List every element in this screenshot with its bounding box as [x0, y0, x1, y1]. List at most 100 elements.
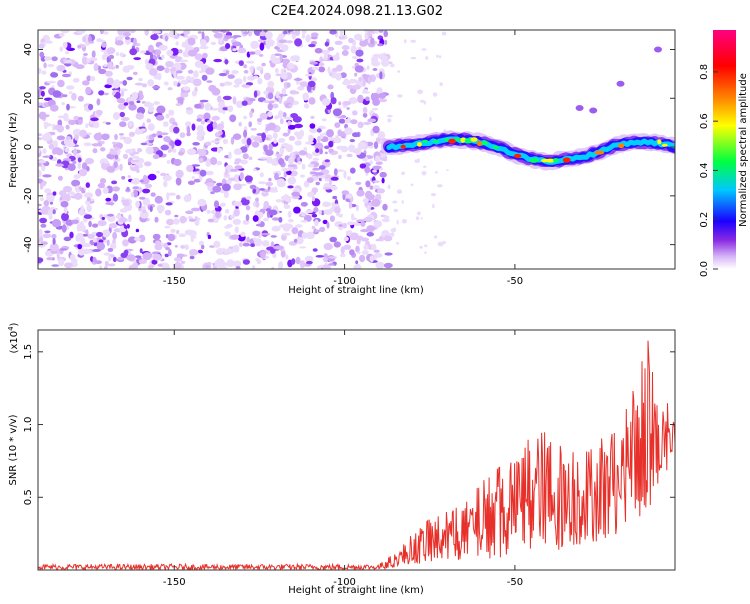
colorbar-tick-label: 0.0	[699, 261, 710, 277]
noise-cell	[291, 191, 300, 197]
snr-frame	[37, 329, 676, 571]
noise-cell	[150, 51, 153, 60]
noise-cell	[327, 84, 334, 90]
noise-cell	[62, 41, 68, 49]
noise-cell	[315, 148, 320, 153]
noise-cell	[366, 205, 371, 213]
noise-cell	[132, 186, 140, 190]
noise-cell	[283, 30, 288, 35]
noise-cell	[148, 68, 158, 76]
y-tick-label: 40	[23, 43, 34, 56]
noise-cell	[108, 254, 112, 262]
noise-cell	[64, 51, 70, 55]
noise-cell	[248, 31, 253, 37]
noise-cell	[192, 78, 202, 87]
noise-cell	[81, 248, 91, 255]
noise-cell	[338, 101, 342, 106]
noise-cell	[223, 191, 229, 199]
noise-cell	[73, 192, 83, 200]
noise-cell	[39, 51, 45, 58]
noise-cell	[150, 34, 159, 41]
noise-cell	[104, 84, 112, 89]
noise-cell	[278, 96, 283, 104]
noise-cell	[102, 31, 109, 35]
noise-cell	[265, 181, 274, 187]
noise-cell	[41, 205, 51, 212]
noise-cell	[132, 262, 139, 268]
noise-cell	[135, 200, 140, 208]
noise-cell	[357, 121, 364, 129]
noise-cell	[349, 249, 355, 256]
noise-cell	[158, 44, 168, 51]
noise-cell	[60, 201, 69, 208]
noise-cell	[136, 168, 140, 174]
noise-cell	[185, 121, 192, 127]
noise-cell	[185, 210, 194, 215]
noise-cell	[106, 77, 114, 85]
ridge-hotspot	[476, 140, 483, 147]
noise-cell	[180, 33, 185, 36]
noise-cell	[344, 118, 349, 124]
noise-cell	[42, 148, 47, 154]
noise-cell	[319, 148, 323, 155]
noise-cell	[250, 40, 259, 50]
noise-cell	[96, 109, 103, 116]
noise-cell	[421, 171, 427, 176]
noise-cell	[157, 135, 163, 138]
noise-cell	[120, 117, 130, 121]
noise-cell	[60, 30, 70, 34]
noise-cell	[38, 102, 44, 106]
noise-cell	[299, 129, 305, 137]
noise-cell	[278, 138, 286, 143]
noise-cell	[164, 209, 172, 216]
noise-cell	[154, 195, 163, 204]
noise-cell	[417, 89, 424, 95]
noise-cell	[101, 30, 105, 34]
noise-cell	[378, 92, 387, 99]
x-tick-label: -150	[163, 577, 186, 588]
noise-cell	[250, 65, 254, 74]
noise-cell	[99, 178, 107, 184]
noise-cell	[252, 215, 259, 222]
noise-cell	[92, 249, 101, 252]
noise-cell	[246, 60, 255, 64]
ridge-hotspot	[432, 139, 439, 143]
noise-cell	[182, 86, 191, 91]
noise-cell	[255, 223, 263, 227]
noise-cell	[250, 135, 256, 139]
noise-cell	[283, 203, 288, 208]
noise-cell	[437, 241, 444, 247]
noise-cell	[334, 206, 341, 214]
noise-cell	[42, 133, 52, 142]
noise-cell	[213, 58, 222, 63]
noise-cell	[165, 202, 173, 206]
noise-cell	[291, 227, 299, 235]
noise-cell	[38, 67, 42, 75]
noise-cell	[41, 181, 46, 187]
noise-cell	[57, 175, 63, 181]
noise-cell	[122, 239, 129, 247]
noise-cell	[162, 121, 169, 127]
noise-cell	[341, 50, 349, 56]
noise-cell	[77, 162, 82, 169]
noise-cell	[273, 138, 278, 144]
y-tick-label: 0	[23, 144, 34, 150]
noise-cell	[228, 151, 232, 160]
noise-cell	[38, 137, 43, 140]
noise-cell	[225, 43, 231, 49]
noise-cell	[142, 197, 151, 206]
noise-cell	[218, 72, 228, 77]
noise-cell	[205, 170, 214, 176]
noise-cell	[110, 242, 117, 250]
noise-cell	[196, 118, 202, 122]
noise-cell	[181, 43, 190, 48]
noise-cell	[205, 67, 215, 75]
noise-cell	[44, 230, 51, 234]
noise-cell	[390, 63, 395, 68]
noise-cell	[351, 56, 358, 59]
noise-cell	[197, 198, 207, 207]
noise-cell	[372, 68, 378, 71]
noise-cell	[175, 103, 182, 107]
noise-cell	[133, 37, 137, 46]
